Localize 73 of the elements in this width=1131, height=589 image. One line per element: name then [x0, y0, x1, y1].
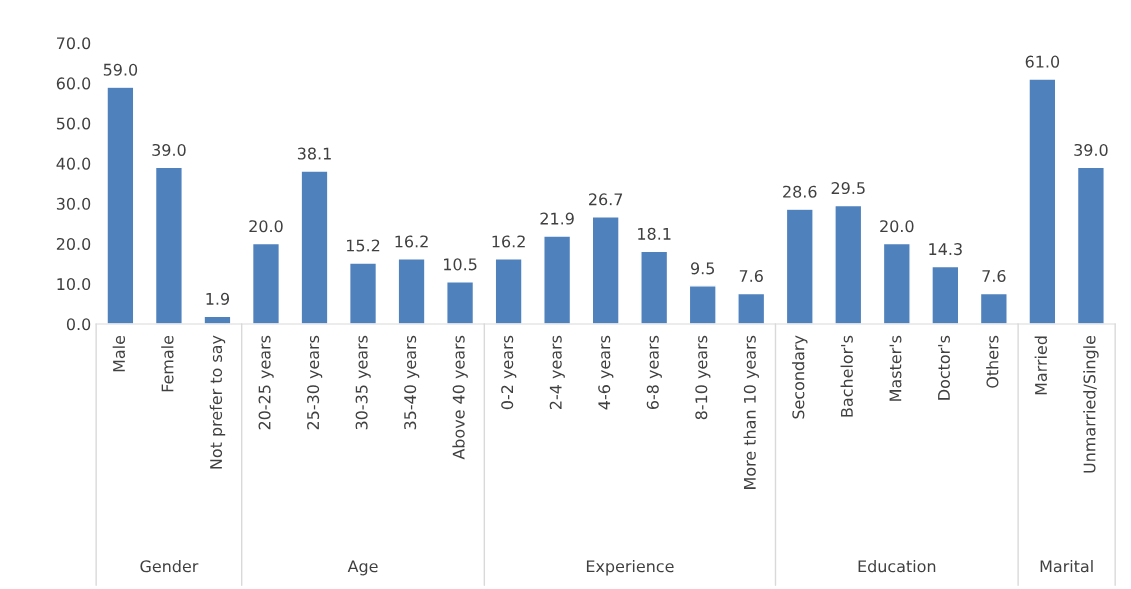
data-label: 16.2	[492, 235, 525, 248]
bar	[882, 242, 911, 324]
x-tick-label: 30-35 years	[355, 335, 371, 430]
x-tick-label: 25-30 years	[307, 335, 323, 430]
x-tick-label: Not prefer to say	[209, 335, 226, 469]
x-axis-title: Age	[347, 560, 378, 576]
bar	[397, 258, 426, 324]
x-tick-label: Male	[112, 335, 126, 372]
x-tick-label: Doctor's	[938, 335, 950, 400]
y-tick-label: 20.0	[56, 237, 91, 250]
y-tick-label: 60.0	[56, 77, 91, 90]
bar	[300, 170, 329, 324]
y-tick-label: 30.0	[56, 197, 91, 210]
data-label: 7.6	[982, 269, 1006, 283]
data-label: 20.0	[880, 220, 914, 233]
data-label: 9.5	[691, 262, 715, 275]
bar	[348, 262, 378, 324]
x-tick-label: Others	[986, 335, 999, 388]
y-tick-label: 70.0	[57, 37, 91, 50]
x-tick-label: Married	[1034, 336, 1048, 395]
data-label: 10.5	[444, 258, 477, 271]
x-tick-label: 8-10 years	[695, 335, 711, 420]
x-tick-label: 20-25 years	[258, 335, 274, 430]
bar	[106, 86, 135, 324]
bar	[979, 292, 1008, 324]
x-tick-label: 6-8 years	[646, 335, 662, 410]
x-tick-label: Unmarried/Single	[1083, 335, 1099, 473]
data-label: 16.2	[395, 235, 428, 248]
x-tick-label: Master's	[889, 335, 902, 401]
x-tick-label: 4-6 years	[598, 335, 614, 410]
data-label: 20.0	[249, 220, 283, 233]
bar	[931, 265, 960, 324]
x-tick-label: More than 10 years	[743, 335, 759, 489]
data-label: 21.9	[540, 212, 574, 225]
bar	[494, 258, 523, 324]
data-label: 1.9	[206, 292, 230, 305]
x-tick-label: Secondary	[792, 335, 808, 419]
x-tick-label: Above 40 years	[452, 335, 468, 460]
y-tick-label: 40.0	[56, 157, 91, 170]
x-tick-label: Female	[161, 335, 174, 392]
x-tick-label: Bachelor's	[840, 335, 853, 417]
bar	[785, 208, 814, 324]
x-tick-label: 0-2 years	[501, 335, 517, 410]
data-label: 28.6	[783, 185, 817, 198]
y-tick-label: 50.0	[56, 117, 91, 130]
data-label: 38.1	[297, 147, 331, 160]
y-tick-label: 10.0	[57, 278, 91, 291]
data-label: 26.7	[589, 193, 623, 206]
bar	[251, 242, 281, 324]
x-axis-title: Experience	[586, 559, 674, 576]
x-axis-title: Marital	[1040, 559, 1093, 573]
bar	[154, 166, 183, 324]
bar	[688, 285, 717, 324]
x-axis-title: Gender	[140, 559, 199, 573]
data-label: 14.3	[929, 243, 962, 256]
x-tick-label: 2-4 years	[549, 335, 565, 410]
bar	[737, 292, 766, 324]
bar	[834, 204, 863, 324]
data-label: 59.0	[103, 63, 138, 76]
data-label: 15.2	[347, 239, 380, 252]
x-tick-label: 35-40 years	[404, 335, 420, 430]
data-label: 7.6	[739, 269, 763, 283]
x-axis-title: Education	[858, 559, 936, 573]
data-label: 29.5	[831, 182, 865, 195]
data-label: 18.1	[638, 227, 671, 240]
data-label: 39.0	[152, 143, 186, 156]
bar	[446, 281, 475, 324]
data-label: 61.0	[1025, 55, 1060, 68]
y-tick-label: 0.0	[66, 318, 91, 331]
bar	[543, 235, 572, 324]
bar	[640, 250, 669, 324]
bar	[591, 216, 620, 324]
data-label: 39.0	[1074, 143, 1108, 156]
